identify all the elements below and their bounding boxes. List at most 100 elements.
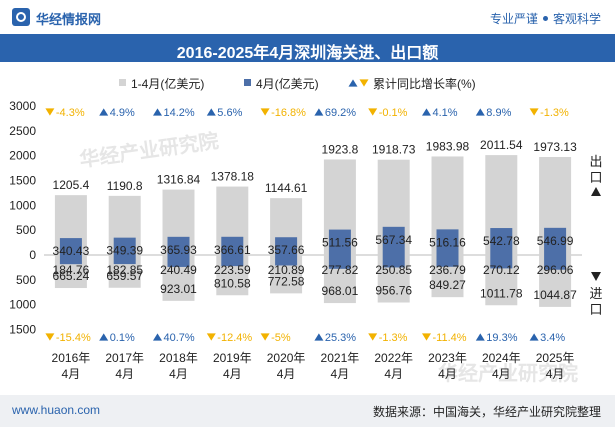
data-label-import-cumulative: 968.01 <box>322 284 359 298</box>
growth-label-import: -1.3% <box>379 332 408 344</box>
side-label-export: 出 <box>589 154 602 169</box>
tagline-left: 专业严谨 <box>489 12 538 26</box>
data-label-export-cumulative: 1923.8 <box>322 142 359 156</box>
growth-label-import: -15.4% <box>56 332 91 344</box>
side-label-export: 口 <box>589 170 602 185</box>
growth-label-export: 8.9% <box>486 107 511 119</box>
growth-label-import: 0.1% <box>110 332 135 344</box>
data-label-export-month: 516.16 <box>429 235 466 249</box>
footer-site: www.huaon.com <box>12 403 101 417</box>
data-label-export-cumulative: 1983.98 <box>426 139 470 153</box>
data-label-import-cumulative: 1011.78 <box>480 286 523 300</box>
x-tick-label: 2022年 <box>374 351 413 365</box>
growth-label-import: 3.4% <box>540 332 565 344</box>
y-tick-label: 1000 <box>9 298 36 312</box>
bar-export-month <box>436 229 459 255</box>
x-tick-label: 2018年 <box>159 351 198 365</box>
legend-swatch-cumulative <box>119 79 126 86</box>
data-label-export-cumulative: 2011.54 <box>480 138 523 152</box>
data-label-import-cumulative: 1044.87 <box>533 288 577 302</box>
logo-icon <box>12 8 30 26</box>
growth-label-import: -12.4% <box>217 332 252 344</box>
growth-down-icon <box>45 108 55 116</box>
data-label-import-month: 236.79 <box>429 263 466 277</box>
x-tick-label: 4月 <box>115 367 134 381</box>
x-tick-label: 4月 <box>492 367 511 381</box>
data-label-export-cumulative: 1144.61 <box>265 181 308 195</box>
x-tick-label: 2024年 <box>482 351 521 365</box>
x-tick-label: 2021年 <box>321 351 360 365</box>
growth-down-icon <box>529 108 539 116</box>
x-tick-label: 2019年 <box>213 351 252 365</box>
growth-up-icon <box>529 333 539 341</box>
legend-up-icon <box>348 79 358 87</box>
bar-import-month <box>59 255 82 265</box>
x-tick-label: 2025年 <box>536 351 575 365</box>
y-tick-label: 3000 <box>9 99 36 113</box>
x-tick-label: 4月 <box>331 367 350 381</box>
growth-up-icon <box>314 333 324 341</box>
data-label-import-month: 277.82 <box>322 263 359 277</box>
bar-import-month <box>544 255 567 270</box>
growth-label-export: 14.2% <box>164 107 195 119</box>
data-label-import-cumulative: 810.58 <box>214 276 251 290</box>
bar-import-month <box>167 255 190 267</box>
data-label-export-cumulative: 1918.73 <box>372 143 416 157</box>
growth-label-import: -5% <box>271 332 291 344</box>
chart-title: 2016-2025年4月深圳海关进、出口额 <box>176 45 439 62</box>
dot-icon <box>542 16 548 21</box>
data-label-import-cumulative: 659.57 <box>106 269 143 283</box>
y-tick-label: 500 <box>16 223 36 237</box>
data-label-export-month: 567.34 <box>375 233 412 247</box>
growth-label-export: 5.6% <box>217 107 242 119</box>
growth-up-icon <box>153 108 162 116</box>
legend-down-icon <box>359 79 369 87</box>
legend-label-cumulative: 1-4月(亿美元) <box>131 76 204 91</box>
x-tick-label: 4月 <box>277 367 296 381</box>
footer-bar: www.huaon.com 数据来源：中国海关，华经产业研究院整理 <box>0 395 615 427</box>
top-bar: 华经情报网 专业严谨 客观科学 <box>0 0 615 34</box>
growth-down-icon <box>422 333 431 341</box>
data-label-import-cumulative: 923.01 <box>160 282 197 296</box>
data-label-export-month: 546.99 <box>537 234 574 248</box>
bar-export-month <box>167 236 190 255</box>
data-label-import-month: 210.89 <box>268 263 305 277</box>
bar-export-month <box>275 237 298 255</box>
x-tick-label: 4月 <box>223 367 242 381</box>
x-tick-label: 2023年 <box>428 351 467 365</box>
bar-export-month <box>221 236 244 255</box>
y-tick-label: 1500 <box>9 174 36 188</box>
bar-export-month <box>544 227 567 255</box>
legend-label-month: 4月(亿美元) <box>256 76 319 91</box>
growth-down-icon <box>368 333 378 341</box>
growth-up-icon <box>99 333 109 341</box>
title-bar: 2016-2025年4月深圳海关进、出口额 <box>0 34 615 62</box>
x-tick-label: 2016年 <box>52 351 91 365</box>
growth-down-icon <box>368 108 378 116</box>
data-label-import-cumulative: 772.58 <box>268 274 305 288</box>
x-tick-label: 4月 <box>62 367 81 381</box>
growth-down-icon <box>260 108 270 116</box>
data-label-import-cumulative: 665.24 <box>53 269 90 283</box>
bar-export-month <box>328 229 351 255</box>
data-label-import-month: 270.12 <box>483 263 520 277</box>
data-label-import-month: 223.59 <box>214 263 251 277</box>
growth-label-import: 25.3% <box>325 332 356 344</box>
bar-import-month <box>221 255 244 267</box>
growth-down-icon <box>206 333 216 341</box>
data-label-import-month: 184.76 <box>53 263 90 277</box>
growth-label-export: 69.2% <box>325 107 356 119</box>
growth-label-import: 40.7% <box>164 332 195 344</box>
bar-import-month <box>113 255 136 265</box>
data-label-export-cumulative: 1316.84 <box>157 173 201 187</box>
data-label-export-month: 365.93 <box>160 243 197 257</box>
bar-import-month <box>328 255 351 269</box>
growth-up-icon <box>475 108 485 116</box>
data-label-import-cumulative: 956.76 <box>375 284 412 298</box>
bar-export-month <box>382 226 405 255</box>
bar-import-month <box>436 255 459 267</box>
data-label-export-month: 542.78 <box>483 234 520 248</box>
side-label-import: 进 <box>589 286 602 301</box>
x-tick-label: 2020年 <box>267 351 306 365</box>
side-label-import: 口 <box>589 302 602 317</box>
